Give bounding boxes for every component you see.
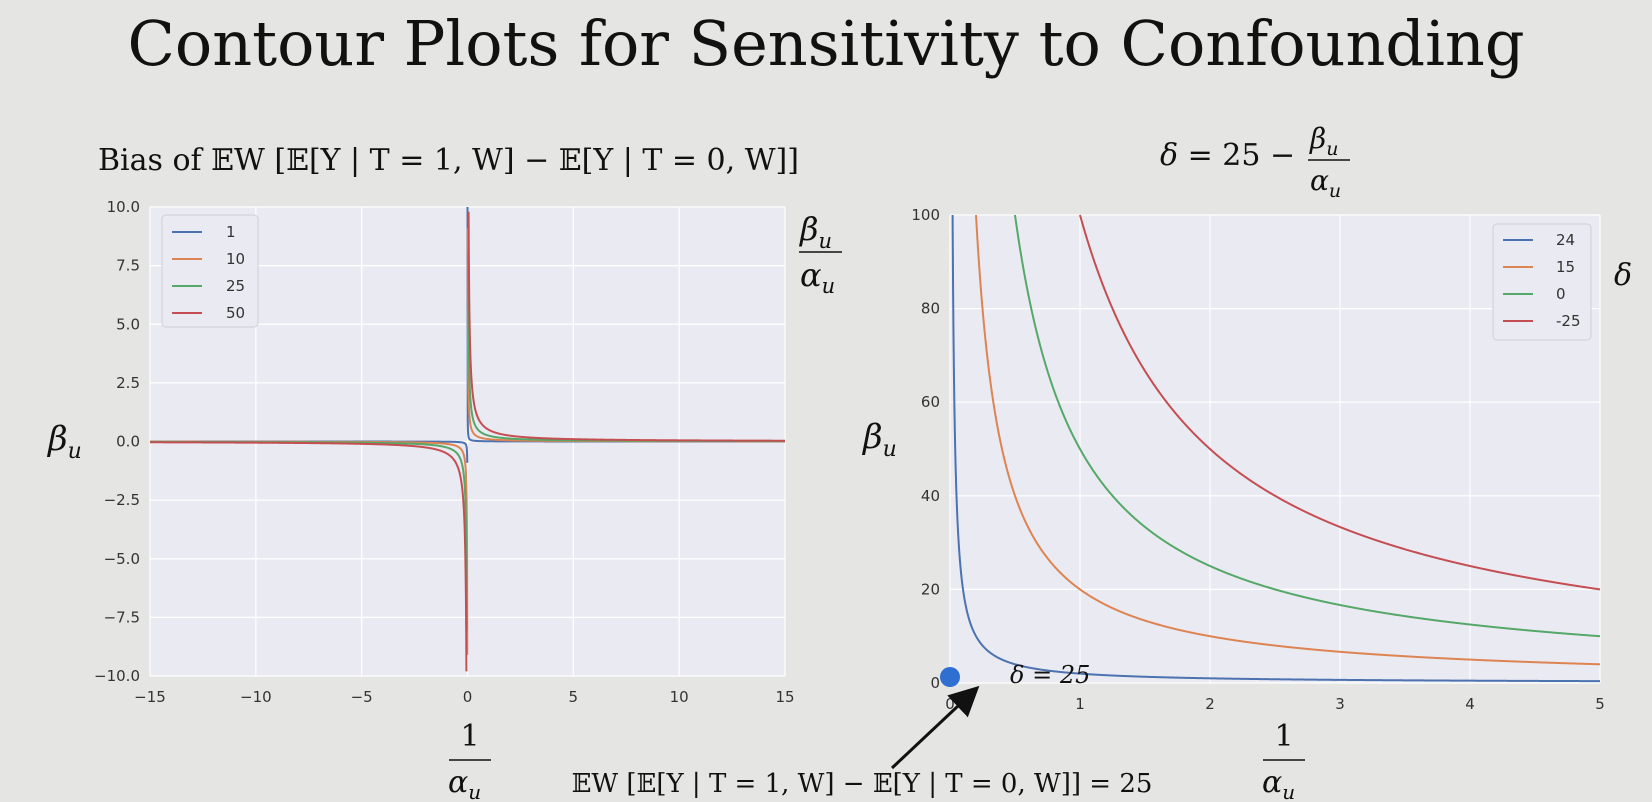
x-tick-label: −15	[134, 688, 166, 706]
right-chart: δ = 25 − βu αu 0 1 2 3 4 5 0 20 40 60 80 100 24 15…	[861, 122, 1632, 802]
annotation-arrow-text: 𝔼W [𝔼[Y | T = 1, W] − 𝔼[Y | T = 0, W]] =…	[572, 769, 1153, 799]
left-series-line-50-pos	[467, 211, 785, 442]
y-tick-label: 60	[921, 393, 940, 411]
right-series-line-24	[951, 214, 1600, 683]
x-tick-label: 5	[1595, 695, 1605, 713]
svg-text:βu: βu	[46, 419, 82, 464]
y-tick-label: 0	[930, 674, 940, 692]
svg-text:αu: αu	[1310, 164, 1341, 202]
left-contour-label: βu αu	[799, 210, 842, 298]
slide-title: Contour Plots for Sensitivity to Confoun…	[127, 7, 1524, 80]
right-series-line-15	[975, 214, 1601, 666]
annotation-arrow	[890, 685, 980, 770]
svg-text:1: 1	[1274, 719, 1293, 754]
x-tick-label: 0	[463, 688, 473, 706]
y-tick-label: 100	[911, 206, 940, 224]
left-legend: 1 10 25 50	[161, 214, 259, 328]
x-tick-label: 15	[775, 688, 794, 706]
right-legend-label-neg25: -25	[1556, 312, 1581, 330]
right-series-line-0	[1014, 214, 1601, 638]
left-legend-label-10: 10	[226, 250, 245, 268]
left-legend-label-1: 1	[226, 223, 236, 241]
x-tick-label: −10	[240, 688, 272, 706]
right-y-axis-label: βu	[861, 417, 897, 462]
y-tick-label: 10.0	[107, 198, 140, 216]
y-tick-label: 20	[921, 580, 940, 598]
left-y-axis-label: βu	[46, 419, 82, 464]
svg-text:βu: βu	[861, 417, 897, 462]
x-tick-label: −5	[351, 688, 373, 706]
y-tick-label: 7.5	[116, 257, 140, 275]
y-tick-label: 5.0	[116, 315, 140, 333]
right-chart-title: δ = 25 − βu αu	[1160, 122, 1350, 202]
left-chart-title: Bias of 𝔼W [𝔼[Y | T = 1, W] − 𝔼[Y | T = …	[98, 143, 799, 178]
right-plot-area	[950, 215, 1600, 683]
svg-text:αu: αu	[1262, 765, 1295, 802]
y-tick-label: 2.5	[116, 374, 140, 392]
left-chart: Bias of 𝔼W [𝔼[Y | T = 1, W] − 𝔼[Y | T = …	[46, 143, 842, 802]
highlight-point	[940, 667, 960, 687]
y-tick-label: −7.5	[104, 608, 140, 626]
y-tick-label: 40	[921, 487, 940, 505]
right-series-line--25	[1079, 214, 1601, 591]
svg-text:βu: βu	[1309, 122, 1338, 160]
left-legend-label-50: 50	[226, 304, 245, 322]
right-contour-label: δ	[1614, 258, 1632, 293]
left-y-ticks: −10.0 −7.5 −5.0 −2.5 0.0 2.5 5.0 7.5 10.0	[94, 198, 140, 685]
svg-text:δ: δ	[1614, 258, 1632, 293]
x-tick-label: 4	[1465, 695, 1475, 713]
right-curves	[951, 214, 1601, 683]
left-series-line-50-neg	[150, 441, 468, 672]
right-legend-label-24: 24	[1556, 231, 1575, 249]
right-legend: 24 15 0 -25	[1492, 223, 1592, 341]
y-tick-label: −10.0	[94, 667, 140, 685]
x-tick-label: 10	[670, 688, 689, 706]
right-y-ticks: 0 20 40 60 80 100	[911, 206, 940, 692]
x-tick-label: 2	[1205, 695, 1215, 713]
right-legend-label-15: 15	[1556, 258, 1575, 276]
left-legend-box	[161, 214, 259, 328]
svg-text:αu: αu	[800, 256, 835, 298]
highlight-point-label: δ = 25	[1010, 661, 1090, 689]
right-x-axis-label: 1 αu	[1262, 719, 1305, 802]
x-tick-label: 5	[569, 688, 579, 706]
svg-text:1: 1	[460, 719, 479, 754]
left-legend-label-25: 25	[226, 277, 245, 295]
svg-text:αu: αu	[448, 765, 481, 802]
svg-text:δ = 25 −: δ = 25 −	[1160, 138, 1295, 173]
left-x-ticks: −15 −10 −5 0 5 10 15	[134, 688, 794, 706]
y-tick-label: −5.0	[104, 550, 140, 568]
y-tick-label: 80	[921, 300, 940, 318]
x-tick-label: 3	[1335, 695, 1345, 713]
y-tick-label: −2.5	[104, 491, 140, 509]
svg-text:βu: βu	[799, 210, 832, 253]
y-tick-label: 0.0	[116, 433, 140, 451]
right-legend-box	[1492, 223, 1592, 341]
right-legend-label-0: 0	[1556, 285, 1566, 303]
left-curves	[150, 206, 785, 672]
left-x-axis-label: 1 αu	[448, 719, 491, 802]
x-tick-label: 1	[1075, 695, 1085, 713]
